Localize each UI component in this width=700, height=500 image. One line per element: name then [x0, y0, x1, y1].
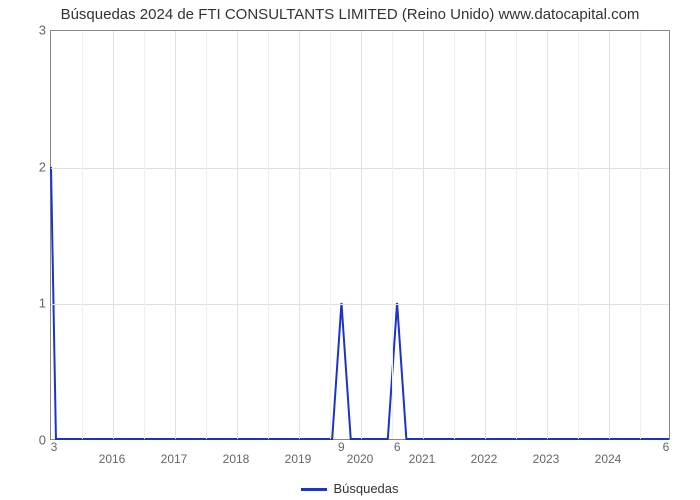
grid-line-v	[299, 31, 300, 439]
x-tick-label: 2022	[471, 452, 498, 466]
grid-line-v-minor	[330, 31, 331, 439]
grid-line-v-minor	[144, 31, 145, 439]
grid-line-v	[237, 31, 238, 439]
x-tick-label: 2017	[161, 452, 188, 466]
y-tick-label: 3	[28, 23, 46, 38]
x-tick-label: 2020	[347, 452, 374, 466]
grid-line-v	[485, 31, 486, 439]
grid-line-v-minor	[206, 31, 207, 439]
grid-line-v-minor	[640, 31, 641, 439]
legend-swatch	[301, 488, 327, 491]
chart-title: Búsquedas 2024 de FTI CONSULTANTS LIMITE…	[0, 0, 700, 30]
x-tick-label: 2023	[533, 452, 560, 466]
grid-line-v	[423, 31, 424, 439]
grid-line-v	[609, 31, 610, 439]
grid-line-v	[175, 31, 176, 439]
spike-value-label: 9	[338, 440, 345, 454]
x-tick-label: 2016	[99, 452, 126, 466]
grid-line-v-minor	[454, 31, 455, 439]
grid-line-v-minor	[268, 31, 269, 439]
x-tick-label: 2019	[285, 452, 312, 466]
plot-area	[50, 30, 670, 440]
y-tick-label: 0	[28, 433, 46, 448]
grid-line-v-minor	[516, 31, 517, 439]
grid-line-v-minor	[392, 31, 393, 439]
x-tick-label: 2021	[409, 452, 436, 466]
legend-label: Búsquedas	[333, 481, 398, 496]
x-tick-label: 2018	[223, 452, 250, 466]
grid-line-v	[547, 31, 548, 439]
y-tick-label: 1	[28, 296, 46, 311]
chart-container: Búsquedas 2024 de FTI CONSULTANTS LIMITE…	[0, 0, 700, 500]
grid-line-v-minor	[578, 31, 579, 439]
x-tick-label: 2024	[595, 452, 622, 466]
grid-line-v	[361, 31, 362, 439]
legend: Búsquedas	[0, 481, 700, 496]
spike-value-label: 6	[394, 440, 401, 454]
grid-line-v	[113, 31, 114, 439]
y-tick-label: 2	[28, 159, 46, 174]
end-value-label: 6	[663, 440, 670, 454]
start-value-label: 3	[51, 440, 58, 454]
grid-line-v-minor	[82, 31, 83, 439]
